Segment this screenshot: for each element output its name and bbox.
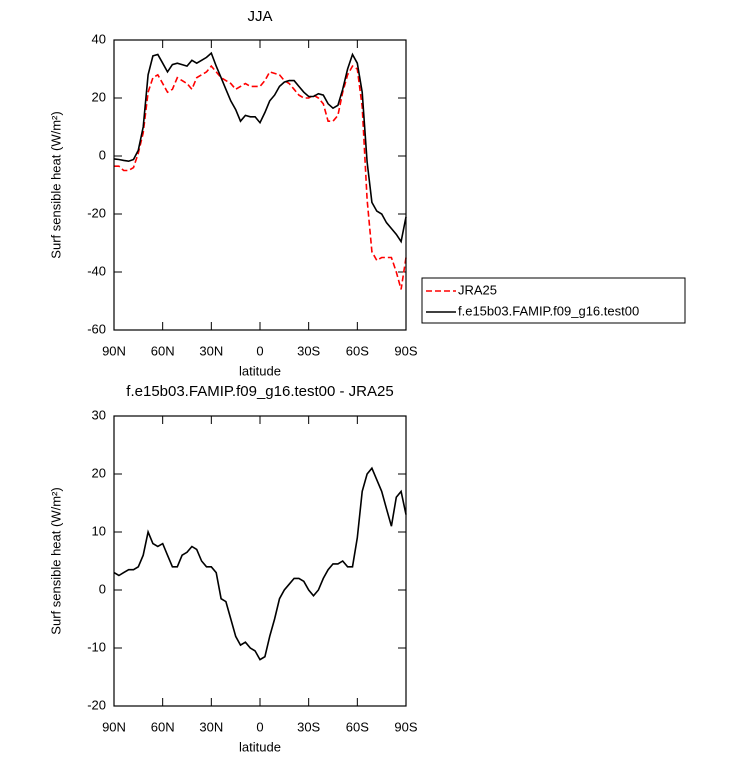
x-tick-label: 0 [256,343,263,358]
data-line [114,64,407,290]
data-line [113,51,407,244]
y-tick-label: -40 [87,263,106,278]
y-tick-label: -10 [87,639,106,654]
y-axis-label: Surf sensible heat (W/m²) [48,111,63,258]
data-line [113,466,407,661]
y-tick-label: -20 [87,205,106,220]
x-tick-label: 60N [151,719,175,734]
legend-box [421,277,686,324]
chart-title: JJA [247,8,272,25]
y-tick-label: 10 [92,523,106,538]
y-tick-label: -60 [87,321,106,336]
y-axis-label: Surf sensible heat (W/m²) [48,487,63,634]
x-axis-label: latitude [239,739,281,754]
chart-title: f.e15b03.FAMIP.f09_g16.test00 - JRA25 [126,383,393,400]
y-tick-label: 0 [99,581,106,596]
x-axis-label: latitude [239,363,281,378]
x-tick-label: 90S [394,343,417,358]
y-tick-label: 20 [92,89,106,104]
x-tick-label: 30S [297,343,320,358]
x-tick-label: 0 [256,719,263,734]
x-tick-label: 60N [151,343,175,358]
x-tick-label: 90N [102,343,126,358]
legend-label: JRA25 [458,282,497,297]
plot-frame [113,39,407,331]
x-tick-label: 30S [297,719,320,734]
legend-label: f.e15b03.FAMIP.f09_g16.test00 [458,303,639,318]
y-tick-label: 40 [92,31,106,46]
x-tick-label: 30N [199,719,223,734]
x-tick-label: 30N [199,343,223,358]
y-tick-label: -20 [87,697,106,712]
y-tick-label: 20 [92,465,106,480]
x-tick-label: 90N [102,719,126,734]
x-tick-label: 90S [394,719,417,734]
y-tick-label: 30 [92,407,106,422]
x-tick-label: 60S [346,719,369,734]
x-tick-label: 60S [346,343,369,358]
plot-frame [113,415,407,707]
y-tick-label: 0 [99,147,106,162]
